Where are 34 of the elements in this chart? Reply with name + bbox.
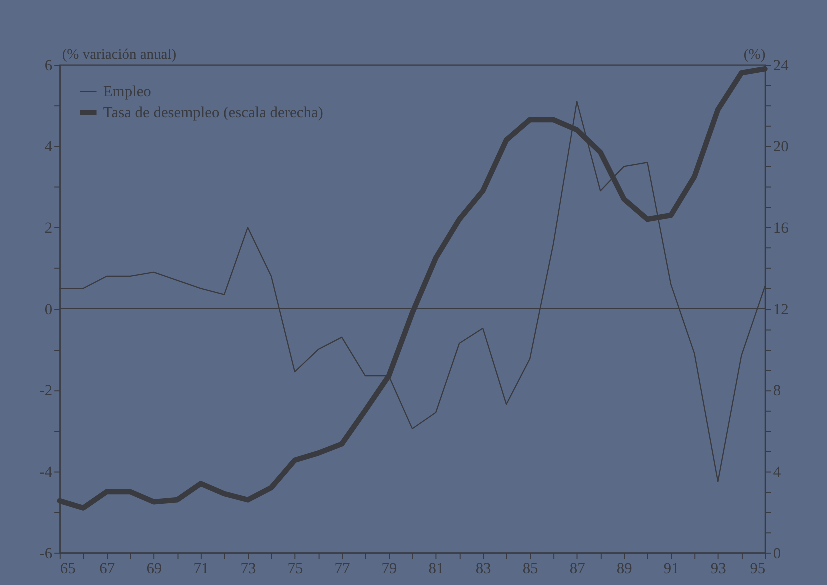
x-tick-label: 81 xyxy=(428,560,444,578)
legend-label: Tasa de desempleo (escala derecha) xyxy=(103,104,324,122)
y-tick-label: 0 xyxy=(44,301,53,318)
x-tick-label: 71 xyxy=(194,560,210,578)
y2-tick-label: 12 xyxy=(773,301,789,318)
y2-tick-label: 16 xyxy=(773,220,790,237)
x-tick-label: 75 xyxy=(288,560,304,578)
x-tick-label: 69 xyxy=(146,560,162,578)
x-tick-label: 73 xyxy=(240,560,256,578)
y2-tick-label: 20 xyxy=(773,138,790,156)
x-tick-label: 83 xyxy=(476,560,492,578)
x-tick-label: 91 xyxy=(664,560,680,578)
y2-tick-label: 8 xyxy=(773,382,782,400)
x-tick-label: 79 xyxy=(382,560,398,578)
x-tick-label: 67 xyxy=(100,560,116,578)
legend-label: Empleo xyxy=(103,83,152,100)
x-tick-label: 89 xyxy=(616,560,633,578)
x-tick-label: 77 xyxy=(334,560,350,578)
y2-tick-label: 24 xyxy=(773,57,790,74)
y-tick-label: -2 xyxy=(40,382,53,400)
y-axis-title: (% variación anual) xyxy=(62,46,177,63)
y-tick-label: 6 xyxy=(44,57,53,74)
y-tick-label: 2 xyxy=(44,220,53,237)
y-tick-label: -4 xyxy=(40,464,53,481)
x-tick-label: 95 xyxy=(750,560,766,578)
x-tick-label: 93 xyxy=(710,560,727,578)
y-tick-label: -6 xyxy=(40,545,53,562)
x-tick-label: 85 xyxy=(522,560,539,578)
x-tick-label: 65 xyxy=(60,560,76,578)
y2-tick-label: 0 xyxy=(773,545,782,562)
x-tick-label: 87 xyxy=(570,560,586,578)
y2-axis-title: (%) xyxy=(744,46,766,63)
y2-tick-label: 4 xyxy=(773,464,782,481)
y-tick-label: 4 xyxy=(44,138,53,156)
